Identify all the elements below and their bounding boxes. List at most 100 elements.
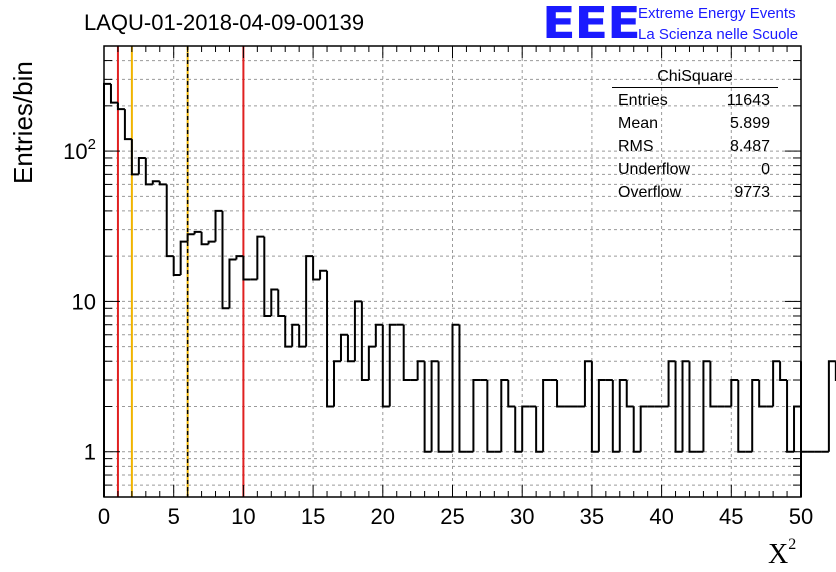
x-tick-label: 5 [168,504,180,529]
histogram-bin [200,231,209,246]
histogram-bin [339,333,348,362]
histogram-bin [786,380,795,453]
histogram-bin [305,255,314,347]
histogram-bin [360,301,369,382]
histogram-bin [667,360,676,407]
histogram-bin [333,360,341,407]
histogram-bin [702,360,711,452]
stat-label: Entries [618,92,668,109]
histogram-bin [291,323,300,347]
stat-value: 0 [761,161,770,178]
histogram-bin [674,361,683,453]
histogram-bin [277,289,286,317]
histogram-bin [472,379,481,452]
stat-overflow: Overflow 9773 [612,181,778,204]
histogram-bin [458,324,467,453]
histogram-bin [221,210,230,310]
histogram-bin [500,379,509,452]
histogram-bin [535,406,544,453]
histogram-bin [144,157,153,186]
histogram-bin [632,406,641,453]
histogram-bin [556,380,565,408]
histogram-bin [827,360,836,452]
histogram-bin [165,184,174,258]
y-tick-label: 102 [63,136,96,164]
histogram-bin [235,255,244,260]
x-axis-label: X2 [768,536,796,571]
histogram-bin [109,83,118,104]
x-label-sup: 2 [788,536,797,553]
histogram-bin [639,405,648,452]
x-tick-label: 50 [789,504,813,529]
histogram-bin [681,360,690,452]
stat-label: Overflow [618,184,682,201]
x-tick-label: 35 [580,504,604,529]
axes: 0 5 10 15 20 25 30 35 40 45 50 1 10 102 [63,45,813,529]
x-tick-label: 45 [719,504,743,529]
histogram-bin [172,256,181,276]
histogram-bin [625,380,634,408]
histogram-bin [123,109,132,141]
chart-title: LAQU-01-2018-04-09-00139 [84,10,365,35]
y-tick-label: 10 [72,289,96,314]
histogram-bin [242,256,251,281]
histogram-bin [130,139,139,176]
x-tick-label: 40 [649,504,673,529]
histogram-bin [353,300,362,362]
histogram-bin [186,233,195,242]
histogram-bin [402,324,411,382]
histogram-bin [193,230,202,235]
stat-label: Mean [618,115,659,132]
histogram-bin [521,405,530,452]
histogram-bin [346,334,355,363]
stat-value: 5.899 [729,115,770,132]
logo-line-1: Extreme Energy Events [638,5,796,22]
histogram-bin [507,380,516,408]
histogram-bin [416,360,425,381]
stat-value: 8.487 [729,138,770,155]
y-tick-label: 1 [84,440,96,465]
histogram-bin [367,345,376,381]
stat-mean: Mean 5.899 [612,112,778,135]
histogram-bin [151,180,160,185]
histogram-bin [430,360,439,452]
histogram-bin [228,258,237,309]
histogram-bin [800,406,808,453]
x-label-base: X [768,539,789,570]
x-tick-label: 10 [231,504,255,529]
histogram-bin [388,323,397,407]
histogram-bin [772,360,781,407]
histogram-bin [312,256,321,281]
stat-rms: RMS 8.487 [612,135,778,158]
histogram-bin [611,380,620,453]
histogram-bin [256,235,265,280]
histogram-bin [486,380,495,453]
x-tick-label: 20 [371,504,395,529]
histogram-bin [709,361,718,408]
stat-entries: Entries 11643 [612,89,778,112]
histogram-bin [284,315,293,348]
histogram-bin [326,270,335,408]
stat-value: 9773 [734,184,770,201]
histogram-bin [542,379,551,452]
histogram-bin [730,379,739,407]
histogram-bin [374,323,383,347]
histogram-bin [758,380,767,408]
histogram-bin [779,361,788,382]
x-tick-label: 30 [510,504,534,529]
histogram-bin [590,361,599,453]
logo-line-2: La Scienza nelle Scuole [638,26,799,43]
histogram-bin [207,240,216,245]
histogram-bin [214,209,223,242]
histogram-bin [751,379,760,452]
stat-label: Underflow [618,161,691,178]
marker-lines [116,46,245,497]
x-tick-label: 15 [301,504,325,529]
histogram-bin [688,361,697,453]
stats-box: ChiSquare Entries 11643 Mean 5.899 RMS 8… [612,68,778,204]
histogram-bin [583,360,592,407]
histogram-bin [381,324,390,408]
histogram-bin [618,379,627,452]
eee-logo: EEE Extreme Energy Events La Scienza nel… [542,2,832,48]
histogram-bin [298,324,307,348]
